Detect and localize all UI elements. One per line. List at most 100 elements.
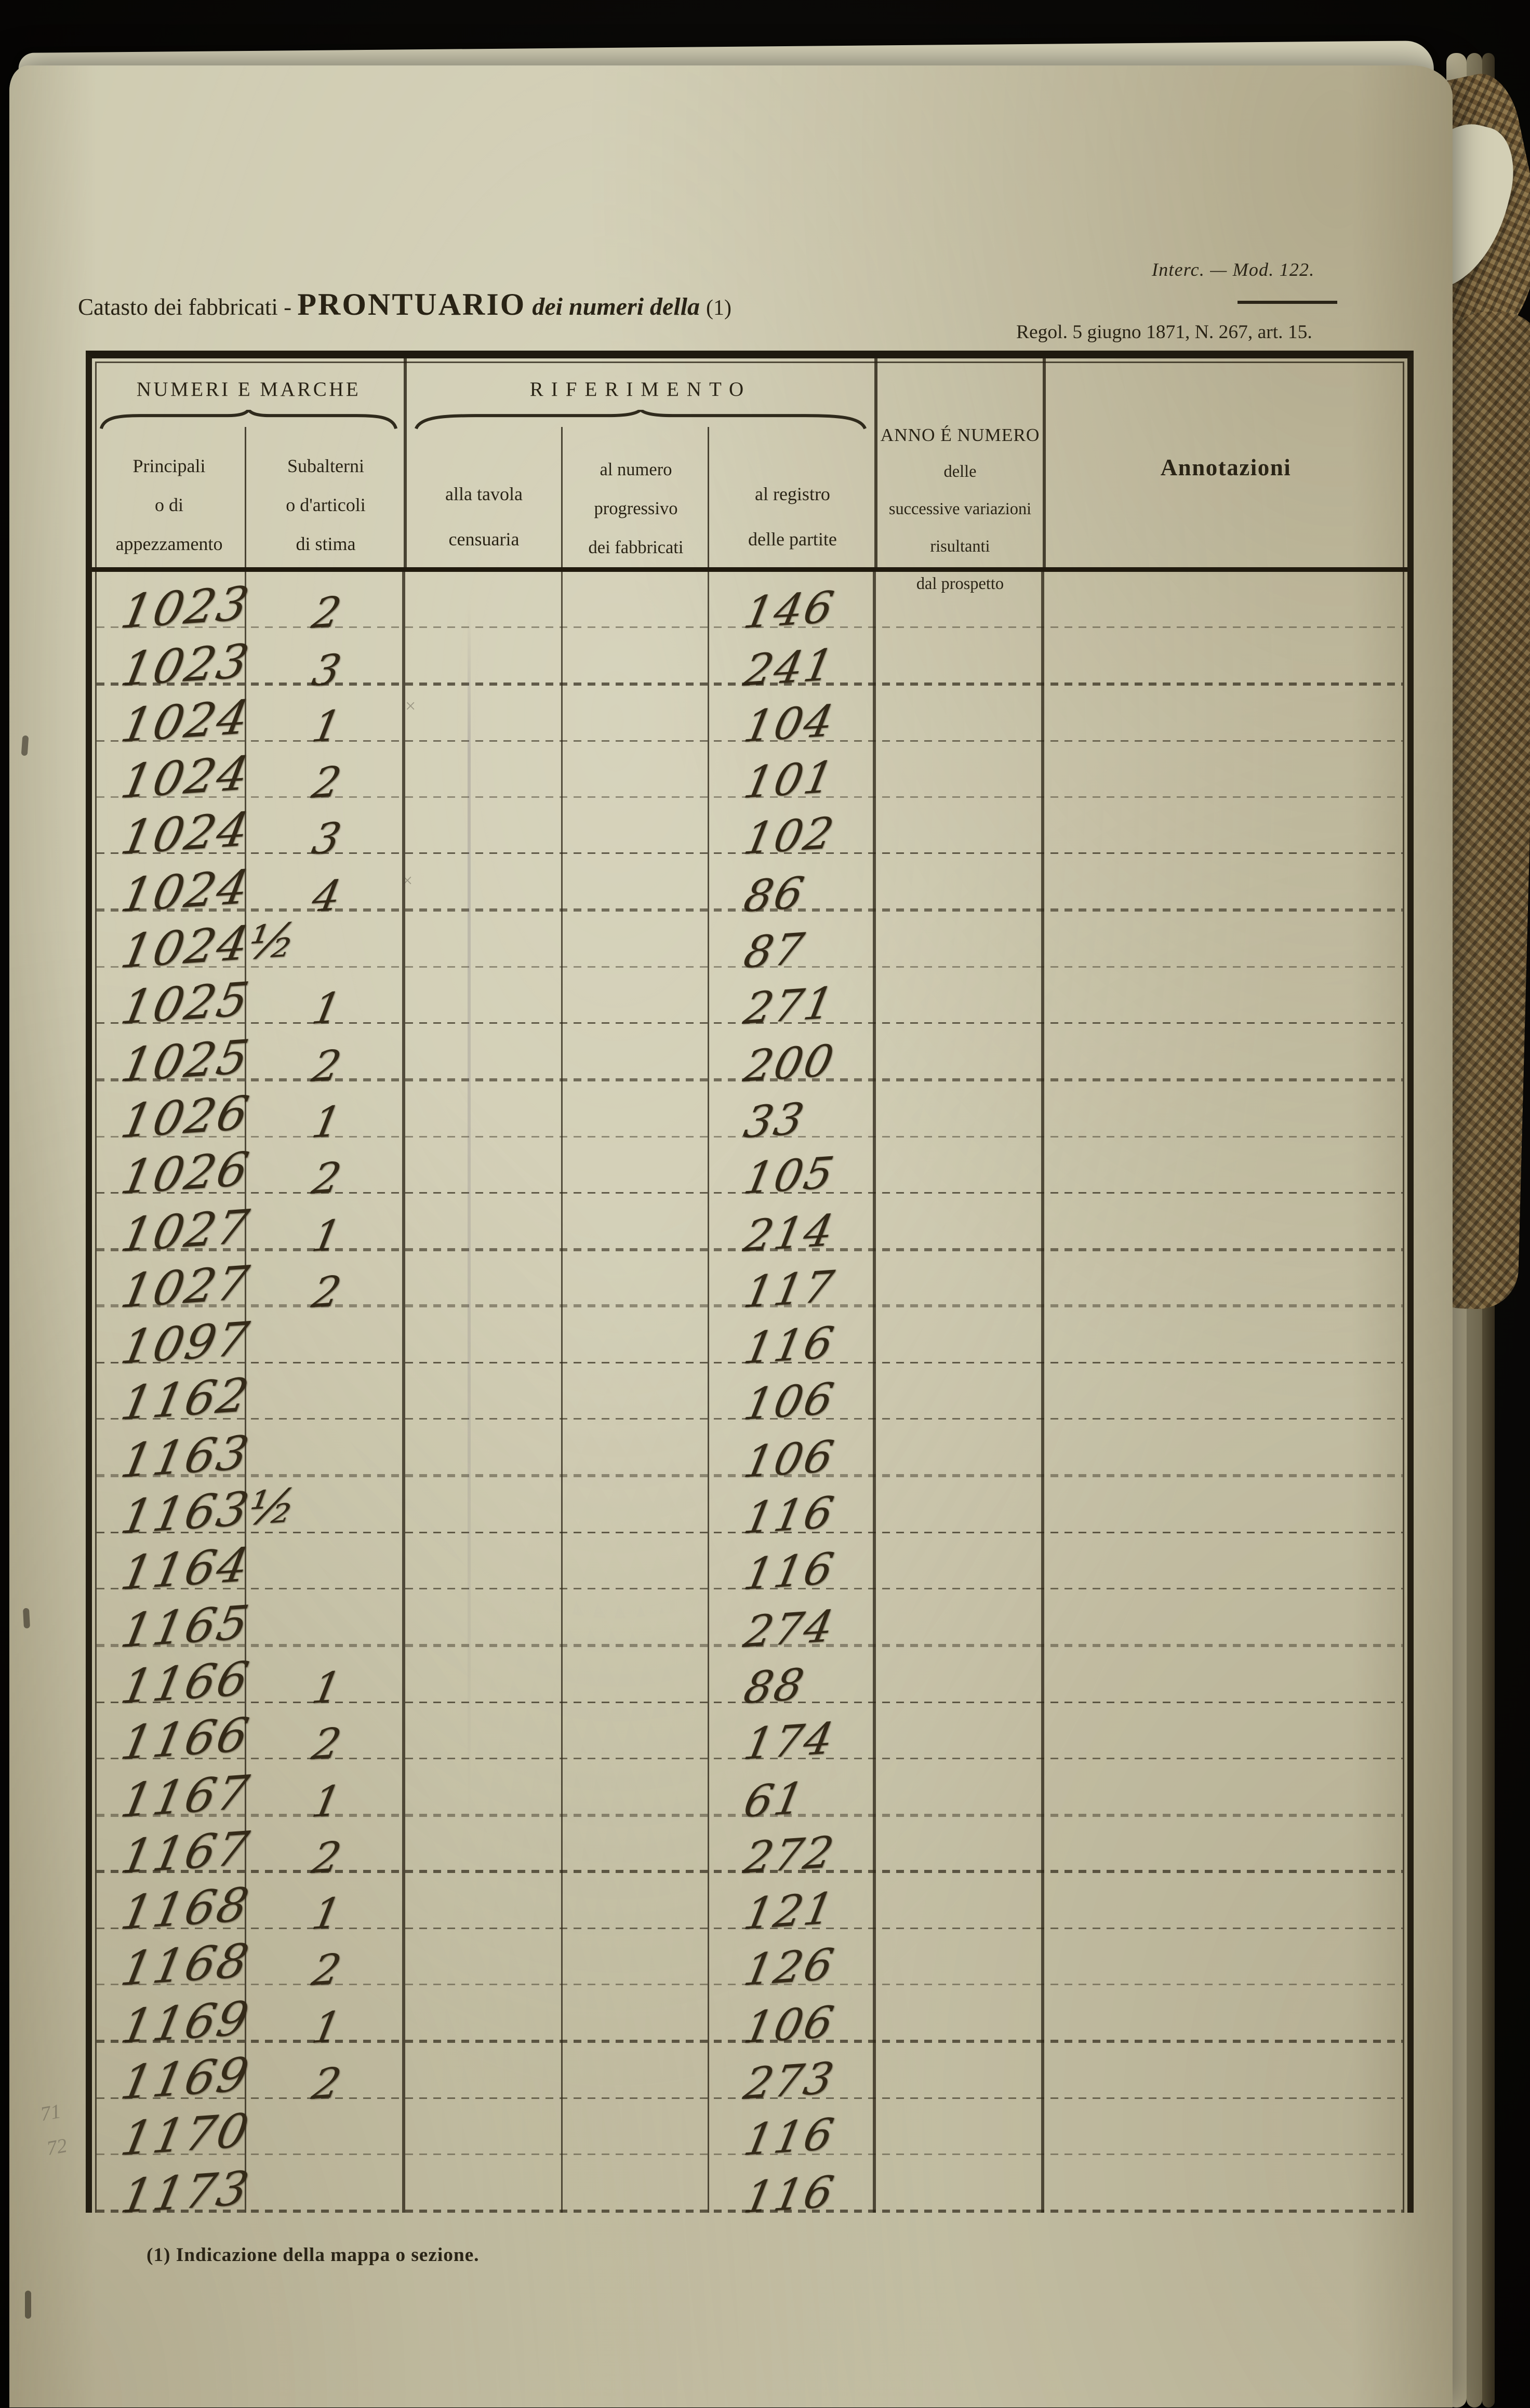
cell-numero-progressivo [563,798,709,855]
cell-subalterni [246,1363,405,1421]
cell-tavola-censuaria [405,572,563,628]
overbrace-left [98,410,399,430]
cell-numero-progressivo [563,1194,709,1251]
table-body: 1023 2 146 1023 3 241 1024 1 104 1024 2 … [92,572,1407,2225]
cell-annotazioni [1044,2042,1407,2099]
cell-annotazioni [1044,1590,1407,1647]
cell-annotazioni [1044,2156,1407,2212]
column-header-subalterni: Subalterni o d'articoli di stima [286,455,366,555]
column-header-numero-progressivo: al numero progressivo dei fabbricati [588,461,684,558]
cell-registro-partite: 116 [709,1307,876,1374]
table-row: 1166 1 88 [92,1646,1407,1716]
cell-tavola-censuaria [405,1759,563,1816]
handwritten-registro: 116 [739,2165,840,2223]
table-row: 1162 106 [92,1363,1407,1433]
table-row: 1164 116 [92,1533,1407,1602]
cell-tavola-censuaria [405,2099,563,2156]
cell-subalterni: 1 [246,1872,405,1940]
column-header-tavola-censuaria: alla tavola censuaria [445,483,523,550]
footnote: (1) Indicazione della mappa o sezione. [147,2244,480,2266]
cell-subalterni [246,1307,405,1364]
cell-anno-numero [876,1646,1044,1703]
cell-anno-numero [876,1194,1044,1251]
cell-principali: 1025 [92,1024,255,1093]
cell-anno-numero [876,1872,1044,1930]
cell-numero-progressivo [563,1759,709,1816]
table-row: 1025 2 200 [92,1024,1407,1093]
cell-subalterni [246,1533,405,1590]
cell-subalterni: 2 [246,1816,405,1883]
document-page: Catasto dei fabbricati - PRONTUARIO dei … [9,65,1453,2407]
cell-annotazioni [1044,742,1407,798]
cell-numero-progressivo [563,2099,709,2156]
table-row: 1166 2 174 [92,1703,1407,1772]
cell-tavola-censuaria [405,685,563,742]
cell-anno-numero [876,1363,1044,1421]
cell-principali: 1166 [92,1646,255,1716]
cell-numero-progressivo [563,854,709,912]
cell-subalterni: 1 [246,685,405,753]
cell-principali: 1162 [92,1363,255,1433]
cell-registro-partite: 88 [709,1646,876,1714]
cell-subalterni [246,2099,405,2156]
cell-tavola-censuaria [405,628,563,685]
cell-principali: 1167 [92,1816,255,1885]
cell-annotazioni [1044,1760,1407,1816]
cell-annotazioni [1044,854,1407,911]
cell-registro-partite: 33 [709,1081,876,1148]
table-row: 1024 1 104 [92,685,1407,754]
cell-annotazioni [1044,1194,1407,1251]
cell-anno-numero [876,854,1044,912]
cell-registro-partite: 200 [709,1024,876,1092]
cell-tavola-censuaria [405,2042,563,2099]
cell-numero-progressivo [563,911,709,968]
page-title: Catasto dei fabbricati - PRONTUARIO dei … [78,288,731,324]
cell-annotazioni [1044,1986,1407,2042]
column-group-numeri-e-marche: NUMERI E MARCHE [136,377,361,400]
cell-subalterni: 2 [246,572,405,639]
cell-anno-numero [876,911,1044,968]
cell-tavola-censuaria [405,1477,563,1534]
cell-annotazioni [1044,1533,1407,1590]
overbrace-right [411,410,870,430]
cell-numero-progressivo [563,1477,709,1534]
table-row: 1163 106 [92,1420,1407,1489]
cell-tavola-censuaria [405,1024,563,1081]
cell-principali: 1165 [92,1590,255,1659]
cell-tavola-censuaria [405,1703,563,1760]
cell-anno-numero [876,1081,1044,1138]
column-header-registro-partite: al registro delle partite [748,483,837,550]
cell-anno-numero [876,1590,1044,1647]
pencil-cross-mark: × [402,869,413,891]
table-row: 1173 116 [92,2155,1407,2225]
table-row: 1168 1 121 [92,1872,1407,1942]
cell-subalterni: 3 [246,798,405,865]
cell-annotazioni [1044,1307,1407,1364]
cell-registro-partite: 116 [709,2099,876,2166]
binding-stitch [21,735,29,756]
anno-header-rest: delle successive variazioni risultanti d… [888,463,1032,594]
table-row: 1167 2 272 [92,1816,1407,1885]
table-row: 1024 2 101 [92,741,1407,811]
cell-anno-numero [876,572,1044,628]
cell-subalterni: 2 [246,741,405,809]
cell-registro-partite: 101 [709,741,876,809]
cell-numero-progressivo [563,1024,709,1081]
cell-annotazioni [1044,1703,1407,1760]
cell-subalterni: 3 [246,628,405,696]
cell-registro-partite: 116 [709,2155,876,2223]
cell-tavola-censuaria [405,1194,563,1251]
cell-subalterni: 4 [246,854,405,922]
cell-tavola-censuaria [405,1137,563,1194]
prontuario-table: NUMERI E MARCHE RIFERIMENTO Principali o… [86,351,1414,2225]
cell-tavola-censuaria [405,1081,563,1138]
cell-anno-numero [876,1929,1044,1986]
cell-numero-progressivo [563,1590,709,1647]
table-row: 1026 1 33 [92,1081,1407,1150]
cell-tavola-censuaria [405,1250,563,1307]
cell-principali: 1168 [92,1929,255,1998]
cell-anno-numero [876,685,1044,742]
cell-tavola-censuaria [405,1646,563,1703]
cell-anno-numero [876,1703,1044,1760]
cell-subalterni: 2 [246,1137,405,1205]
